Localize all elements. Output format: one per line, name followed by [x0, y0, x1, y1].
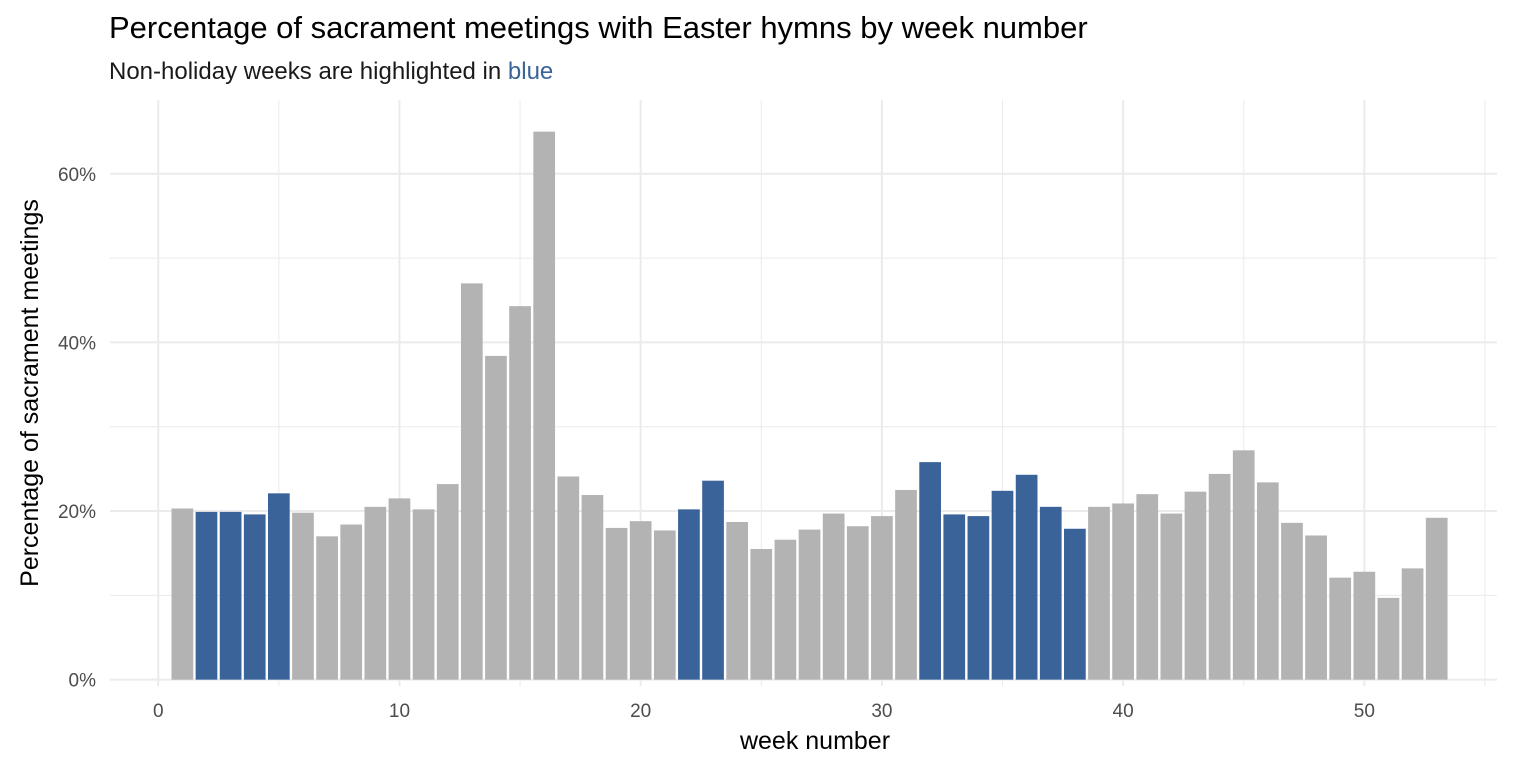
x-tick-label: 30: [871, 701, 892, 722]
bar-week-28: [822, 513, 845, 680]
bar-week-17: [557, 476, 580, 680]
y-tick-labels: 0% 20% 40% 60%: [58, 165, 96, 692]
bar-week-48: [1305, 535, 1327, 680]
bar-week-15: [509, 306, 531, 680]
bar-week-20: [629, 521, 652, 680]
bar-week-24: [726, 522, 749, 680]
bar-week-8: [340, 524, 363, 680]
bar-week-37: [1039, 506, 1062, 680]
bar-week-36: [1015, 474, 1038, 680]
chart-title: Percentage of sacrament meetings with Ea…: [109, 10, 1088, 45]
bar-week-26: [774, 539, 797, 680]
bar-week-49: [1329, 577, 1352, 680]
y-tick-label: 40%: [58, 333, 96, 354]
bar-week-53: [1425, 517, 1448, 680]
bar-week-27: [798, 529, 821, 680]
bar-week-39: [1088, 506, 1110, 680]
x-tick-label: 40: [1113, 701, 1134, 722]
bar-week-33: [943, 514, 966, 680]
bar-week-46: [1256, 482, 1279, 680]
bar-week-5: [267, 493, 290, 680]
bar-week-3: [219, 511, 242, 680]
y-tick-label: 60%: [58, 165, 96, 186]
bar-week-14: [485, 355, 507, 680]
x-tick-labels: 0 10 20 30 40 50: [153, 701, 1375, 722]
bar-week-11: [412, 509, 435, 680]
bar-week-38: [1064, 528, 1086, 680]
y-tick-label: 20%: [58, 502, 96, 523]
bar-week-29: [846, 526, 869, 680]
bar-week-22: [678, 509, 700, 680]
bar-week-51: [1377, 597, 1400, 680]
bar-week-19: [605, 527, 628, 680]
bars: [171, 131, 1448, 680]
x-tick-label: 50: [1354, 701, 1375, 722]
bar-week-6: [292, 512, 314, 680]
bar-week-2: [195, 511, 218, 680]
bar-week-25: [750, 548, 773, 680]
bar-week-9: [364, 506, 387, 680]
bar-week-13: [460, 283, 483, 680]
chart-subtitle: Non-holiday weeks are highlighted in blu…: [109, 58, 553, 86]
x-tick-label: 10: [389, 701, 410, 722]
bar-week-10: [388, 498, 411, 680]
bar-week-21: [653, 530, 676, 680]
bar-week-31: [895, 489, 917, 680]
x-tick-label: 20: [630, 701, 651, 722]
bar-week-52: [1401, 568, 1424, 680]
bar-week-50: [1353, 571, 1376, 680]
bar-week-47: [1281, 522, 1303, 680]
bar-week-44: [1208, 473, 1231, 680]
bar-week-42: [1160, 513, 1183, 680]
bar-week-1: [171, 508, 194, 680]
bar-week-34: [967, 516, 990, 680]
x-tick-label: 0: [153, 701, 164, 722]
bar-week-40: [1112, 503, 1134, 680]
x-axis-title: week number: [739, 727, 890, 755]
subtitle-text: Non-holiday weeks are highlighted in: [109, 58, 508, 85]
bar-week-12: [436, 484, 459, 680]
bar-week-23: [702, 480, 724, 680]
bar-week-45: [1232, 450, 1255, 680]
bar-week-16: [533, 131, 556, 680]
y-tick-label: 0%: [69, 671, 97, 692]
bar-week-43: [1184, 491, 1207, 680]
bar-week-35: [991, 490, 1014, 680]
bar-week-7: [316, 536, 338, 680]
bar-week-30: [871, 516, 893, 680]
y-axis-title: Percentage of sacrament meetings: [16, 199, 44, 587]
bar-week-32: [919, 462, 941, 680]
subtitle-highlight: blue: [507, 58, 554, 85]
bar-week-41: [1136, 494, 1159, 680]
bar-week-18: [581, 495, 604, 680]
bar-week-4: [243, 514, 266, 680]
